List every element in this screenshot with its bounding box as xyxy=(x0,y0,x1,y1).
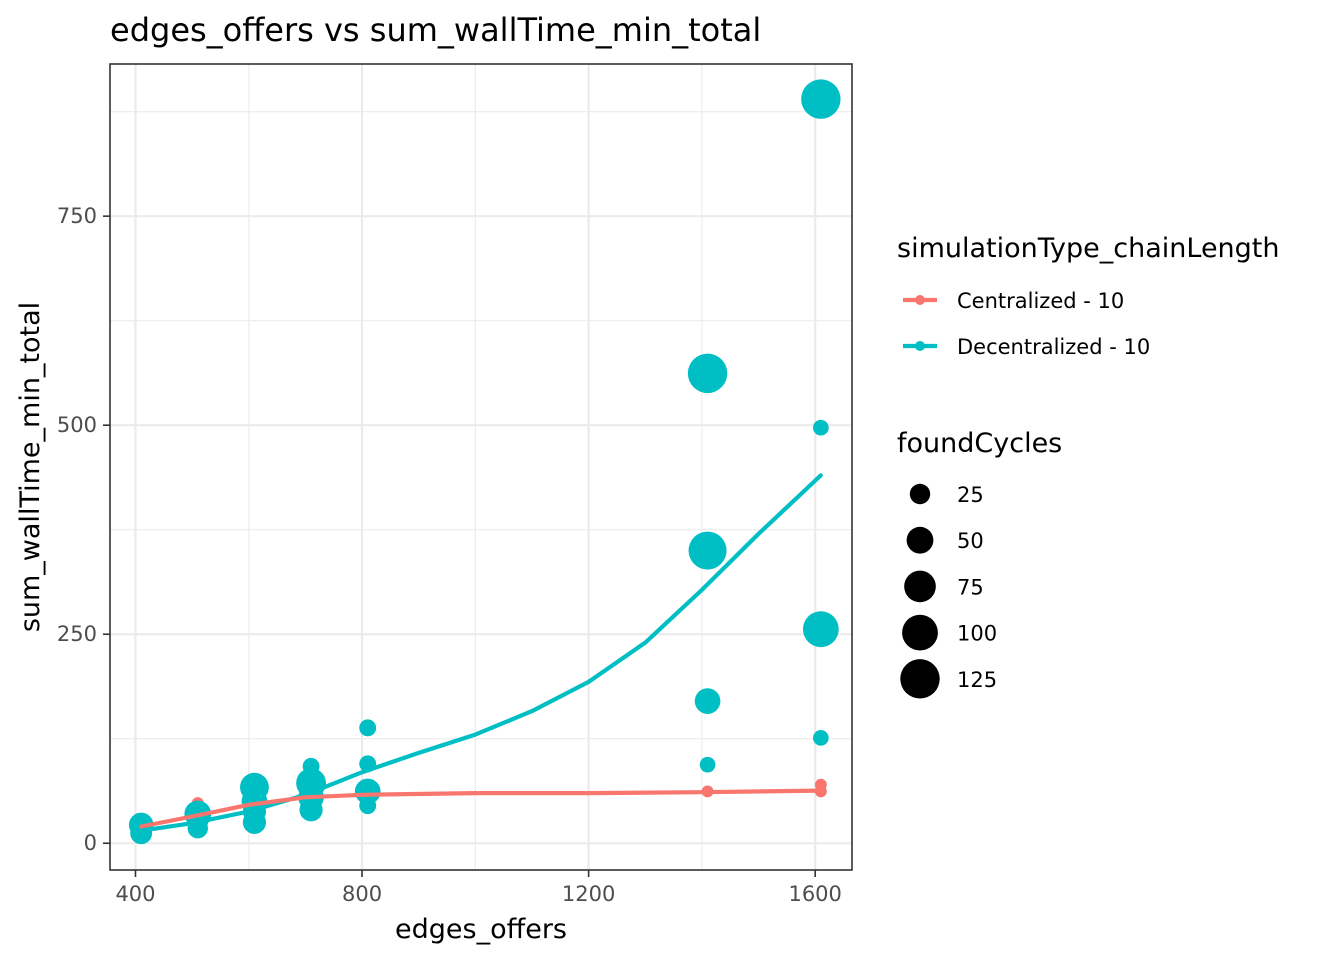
data-point xyxy=(699,756,716,773)
data-point xyxy=(242,810,267,834)
x-tick-label: 400 xyxy=(115,882,155,906)
color-legend-keys: Centralized - 10 Decentralized - 10 xyxy=(903,289,1150,359)
y-tick-label: 500 xyxy=(57,413,97,437)
color-legend-title: simulationType_chainLength xyxy=(897,233,1280,264)
x-axis: 400 800 1200 1600 xyxy=(115,870,842,906)
size-legend-label: 75 xyxy=(957,575,984,599)
data-point xyxy=(813,419,829,436)
legend-label: Centralized - 10 xyxy=(957,289,1124,313)
data-point xyxy=(687,353,728,394)
size-legend-label: 50 xyxy=(957,529,984,553)
y-tick-label: 250 xyxy=(57,622,97,646)
legend-key-point xyxy=(915,341,925,351)
legend-key-point xyxy=(915,295,925,305)
size-legend-key xyxy=(902,614,938,651)
size-legend-title: foundCycles xyxy=(897,428,1062,459)
x-axis-label: edges_offers xyxy=(395,914,567,945)
data-point xyxy=(130,822,153,845)
smooth-line xyxy=(139,473,823,833)
data-point xyxy=(354,778,381,805)
smooth-lines xyxy=(139,473,823,833)
data-point xyxy=(694,688,721,714)
size-legend-keys: 25 50 75 100 125 xyxy=(900,483,997,699)
legend: simulationType_chainLength Centralized -… xyxy=(897,233,1280,699)
y-tick-label: 0 xyxy=(84,831,97,855)
legend-label: Decentralized - 10 xyxy=(957,335,1150,359)
data-point xyxy=(359,797,377,815)
chart-title: edges_offers vs sum_wallTime_min_total xyxy=(110,11,761,49)
size-legend-label: 25 xyxy=(957,483,984,507)
size-legend-label: 100 xyxy=(957,622,997,646)
data-point xyxy=(688,531,727,570)
size-legend-key xyxy=(900,659,940,699)
plot-panel xyxy=(110,64,852,870)
data-point xyxy=(299,798,323,822)
data-point xyxy=(801,79,841,119)
data-point xyxy=(359,719,377,737)
y-axis: 0 250 500 750 xyxy=(57,204,110,855)
size-legend-key xyxy=(904,570,936,603)
data-point xyxy=(813,730,829,746)
x-tick-label: 800 xyxy=(342,882,382,906)
size-legend-key xyxy=(909,483,931,505)
x-tick-label: 1200 xyxy=(562,882,615,906)
y-tick-label: 750 xyxy=(57,204,97,228)
plot-border xyxy=(109,63,853,871)
grid-lines xyxy=(110,64,852,870)
x-tick-label: 1600 xyxy=(788,882,841,906)
y-axis-label: sum_wallTime_min_total xyxy=(15,302,46,632)
smooth-line xyxy=(139,788,823,829)
data-point xyxy=(802,611,839,648)
size-legend-label: 125 xyxy=(957,668,997,692)
size-legend-key xyxy=(906,526,934,554)
